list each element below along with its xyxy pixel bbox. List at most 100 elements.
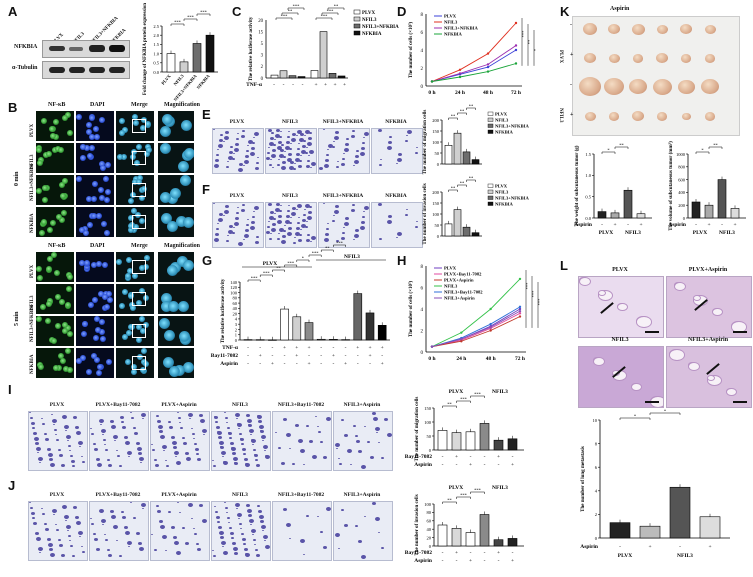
sig-bracket <box>466 107 476 110</box>
stained-cell <box>119 555 122 557</box>
stained-cell <box>281 166 286 170</box>
transwell-image <box>89 501 149 561</box>
series-line <box>431 316 521 348</box>
row-value: + <box>368 353 371 359</box>
sig-label: ** <box>713 142 718 147</box>
stained-cell <box>312 455 317 459</box>
cell <box>36 266 42 272</box>
stained-cell <box>305 226 308 228</box>
cell <box>84 145 90 151</box>
stained-cell <box>388 215 392 218</box>
stained-cell <box>221 451 226 455</box>
stained-cell <box>281 462 285 465</box>
cell <box>97 364 103 370</box>
cell <box>50 133 56 139</box>
legend-label: NFKBIA <box>362 32 382 37</box>
series-line <box>431 45 517 82</box>
sig-bracket <box>470 491 485 494</box>
stained-cell <box>90 518 92 519</box>
stained-cell <box>189 418 191 419</box>
row-value: - <box>345 345 347 351</box>
stained-cell <box>375 427 380 431</box>
row-value: - <box>320 353 322 359</box>
cell <box>87 153 93 159</box>
if-row-label: PLVX <box>30 264 35 278</box>
stained-cell <box>182 437 185 439</box>
cell <box>56 214 62 220</box>
sig-label: * <box>302 255 305 260</box>
stained-cell <box>78 441 83 445</box>
transwell-title: NFIL3 <box>232 492 248 498</box>
stained-cell <box>227 427 230 429</box>
cell <box>46 151 52 157</box>
stained-cell <box>70 455 73 457</box>
stained-cell <box>172 441 177 445</box>
bar <box>462 226 471 237</box>
transwell-title: PLVX <box>49 492 65 498</box>
stained-cell <box>285 146 290 150</box>
cell <box>36 147 42 153</box>
stained-cell <box>257 415 262 419</box>
chart-a: 0.0 0.5 1.0 1.5 2.0 2.5 *** *** *** Fold change o… <box>143 3 218 102</box>
stained-cell <box>215 233 219 236</box>
stained-cell <box>334 136 339 140</box>
panel-letter-h: H <box>397 253 407 268</box>
stained-cell <box>159 430 163 433</box>
cell <box>79 260 85 266</box>
stained-cell <box>214 416 218 419</box>
tumor-specimen <box>681 112 691 121</box>
stained-cell <box>217 149 219 150</box>
y-tick-label: 0.5 <box>585 194 591 199</box>
stained-cell <box>309 440 313 443</box>
cell <box>67 331 73 337</box>
stained-cell <box>224 136 229 140</box>
stained-cell <box>165 460 167 461</box>
transwell-image <box>272 411 332 471</box>
stained-cell <box>65 430 67 431</box>
stained-cell <box>226 512 228 513</box>
y-tick-label: 8 <box>421 13 424 18</box>
stained-cell <box>320 531 323 533</box>
legend-label: NFIL3+Bay11-7082 <box>444 290 483 295</box>
stained-cell <box>250 524 252 525</box>
stained-cell <box>405 214 408 216</box>
stained-cell <box>282 235 286 238</box>
stained-cell <box>222 456 224 457</box>
stained-cell <box>52 509 57 513</box>
y-tick-label: 100 <box>432 140 440 145</box>
stained-cell <box>372 502 376 505</box>
if-image <box>116 252 154 282</box>
x-tick-label: 0 h <box>428 356 435 362</box>
stained-cell <box>300 155 302 156</box>
sig-label: *** <box>174 19 182 24</box>
stained-cell <box>68 535 71 537</box>
stained-cell <box>262 440 264 441</box>
alveolus <box>579 277 591 286</box>
stained-cell <box>100 424 102 425</box>
cell <box>47 227 53 233</box>
stained-cell <box>230 146 233 148</box>
stained-cell <box>277 220 282 224</box>
y-tick-label: 1.0 <box>153 51 159 56</box>
cell <box>168 301 179 312</box>
stained-cell <box>244 160 249 164</box>
zoom-box <box>132 356 146 370</box>
cell <box>103 176 109 182</box>
stained-cell <box>308 211 312 214</box>
bar <box>465 431 476 451</box>
x-row-value: + <box>333 82 336 88</box>
stained-cell <box>68 445 71 447</box>
stained-cell <box>219 531 224 535</box>
stained-cell <box>296 227 300 230</box>
blot-row-label: NFKBIA <box>14 44 38 50</box>
sig-label: * <box>664 408 667 413</box>
stained-cell <box>364 132 369 136</box>
cell <box>51 252 57 258</box>
stained-cell <box>324 164 329 168</box>
stained-cell <box>267 152 270 154</box>
y-tick-label: 0.5 <box>153 61 159 66</box>
cell <box>100 165 106 171</box>
stained-cell <box>99 509 104 513</box>
y-tick-label: 3 <box>261 54 264 59</box>
